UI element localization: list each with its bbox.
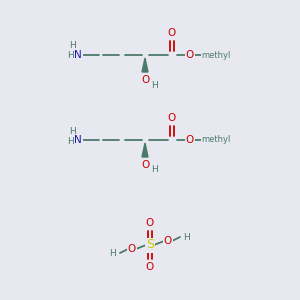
Text: O: O [146,262,154,272]
Text: H: H [152,166,158,175]
Text: H: H [69,41,75,50]
Text: S: S [146,238,154,251]
Text: H: H [68,52,74,61]
Polygon shape [142,143,148,157]
Text: H: H [69,127,75,136]
Text: O: O [141,160,149,170]
Text: O: O [164,236,172,246]
Polygon shape [142,58,148,72]
Text: O: O [146,218,154,228]
Text: methyl: methyl [201,136,231,145]
Text: N: N [74,135,82,145]
Text: methyl: methyl [201,50,231,59]
Text: O: O [186,135,194,145]
Text: H: H [68,136,74,146]
Text: O: O [168,113,176,123]
Text: O: O [141,75,149,85]
Text: O: O [128,244,136,254]
Text: O: O [168,28,176,38]
Text: H: H [152,80,158,89]
Text: H: H [184,232,190,242]
Text: N: N [74,50,82,60]
Text: H: H [110,248,116,257]
Text: O: O [186,50,194,60]
